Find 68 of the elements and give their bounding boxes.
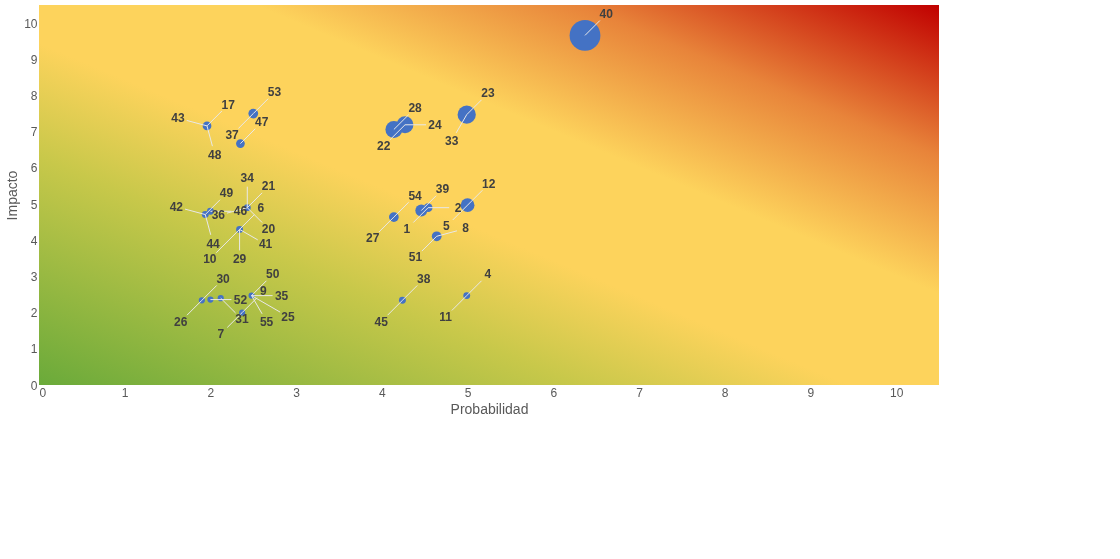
- annotation: 23: [481, 86, 495, 101]
- annotation: 37: [225, 127, 240, 142]
- annotation: 45: [374, 314, 389, 329]
- annotation: 51: [408, 250, 423, 265]
- annotation: 11: [439, 309, 453, 324]
- y-tick-label: 9: [30, 52, 38, 67]
- x-tick-label: 10: [889, 385, 904, 400]
- annotation: 12: [482, 176, 496, 191]
- annotation: 21: [261, 179, 276, 194]
- annotation: 29: [232, 252, 247, 267]
- annotation: 4: [484, 267, 492, 282]
- x-tick-label: 5: [464, 385, 472, 400]
- annotation: 41: [258, 237, 273, 252]
- y-tick-label: 10: [24, 16, 38, 31]
- annotation: 22: [377, 139, 391, 153]
- annotation: 10: [203, 252, 217, 267]
- y-axis-title: Impacto: [4, 170, 21, 221]
- annotation: 1: [403, 221, 411, 236]
- annotation: 24: [428, 117, 442, 132]
- x-tick-label: 9: [807, 385, 815, 400]
- annotation: 30: [216, 272, 231, 287]
- y-tick-label: 7: [30, 125, 38, 140]
- annotation: 26: [173, 314, 188, 329]
- y-tick-label: 1: [30, 342, 38, 357]
- x-axis-title: Probabilidad: [450, 400, 529, 417]
- annotation: 48: [208, 147, 222, 162]
- annotation: 6: [257, 201, 265, 216]
- annotation: 28: [408, 101, 423, 116]
- x-tick-label: 7: [636, 385, 644, 400]
- annotation: 8: [462, 221, 470, 236]
- annotation: 39: [435, 182, 450, 197]
- annotation: 9: [260, 284, 268, 299]
- annotation: 20: [261, 221, 276, 236]
- annotation: 36: [211, 208, 226, 223]
- annotation: 52: [233, 292, 248, 307]
- annotation: 17: [221, 97, 236, 112]
- x-tick-label: 1: [121, 385, 129, 400]
- annotation: 50: [266, 267, 280, 282]
- annotation: 54: [408, 188, 423, 203]
- y-tick-label: 2: [30, 306, 38, 321]
- x-tick-label: 4: [379, 385, 387, 400]
- annotation: 47: [254, 115, 269, 130]
- annotation: 35: [274, 288, 289, 303]
- annotation: 55: [259, 314, 274, 329]
- y-tick-label: 5: [30, 197, 38, 212]
- annotation: 34: [240, 170, 255, 185]
- annotation: 5: [443, 219, 451, 234]
- annotation: 38: [416, 272, 431, 287]
- annotation: 42: [169, 199, 184, 214]
- y-tick-label: 8: [30, 88, 38, 103]
- annotation: 25: [281, 309, 295, 324]
- x-tick-label: 6: [550, 385, 558, 400]
- y-tick-label: 3: [30, 269, 38, 284]
- y-tick-label: 4: [30, 233, 38, 248]
- annotation: 27: [365, 231, 380, 246]
- annotation: 43: [171, 111, 186, 126]
- annotation: 7: [217, 326, 225, 341]
- annotation: 53: [267, 85, 282, 100]
- x-tick-label: 3: [293, 385, 301, 400]
- annotation: 2: [454, 200, 462, 215]
- annotation: 33: [445, 133, 459, 148]
- x-tick-label: 2: [207, 385, 215, 400]
- y-tick-label: 6: [30, 161, 38, 176]
- annotation: 40: [599, 7, 614, 22]
- annotation: 49: [219, 186, 234, 201]
- annotation: 31: [235, 312, 249, 327]
- annotation: 44: [206, 236, 221, 251]
- x-tick-label: 8: [721, 385, 729, 400]
